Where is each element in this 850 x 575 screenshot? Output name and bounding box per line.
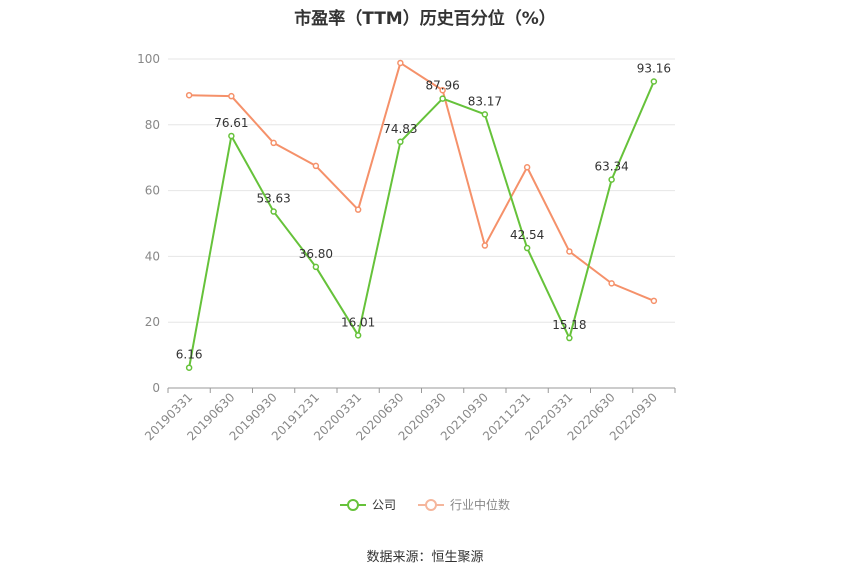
data-point-company xyxy=(523,244,531,252)
data-label: 42.54 xyxy=(510,228,544,242)
legend-swatch-company xyxy=(339,498,366,512)
legend-swatch-industry xyxy=(418,498,444,512)
data-label: 36.80 xyxy=(299,247,333,261)
data-label: 74.83 xyxy=(383,122,417,136)
y-tick-label: 20 xyxy=(145,315,160,329)
data-point-industry xyxy=(481,242,489,249)
data-point-company xyxy=(185,364,193,371)
data-label: 83.17 xyxy=(468,94,502,108)
data-point-company xyxy=(397,138,404,146)
data-point-industry xyxy=(312,162,320,170)
data-label: 15.18 xyxy=(552,318,586,332)
data-label: 6.16 xyxy=(176,348,203,362)
legend-item-industry[interactable]: 行业中位数 xyxy=(418,496,510,513)
data-point-industry xyxy=(270,139,277,147)
data-label: 53.63 xyxy=(256,192,290,206)
data-point-industry xyxy=(650,297,658,305)
data-point-industry xyxy=(397,59,404,67)
data-point-company xyxy=(481,111,489,118)
data-point-industry xyxy=(523,163,531,171)
series-line-industry xyxy=(189,61,655,302)
data-point-company xyxy=(270,208,277,215)
y-tick-label: 80 xyxy=(145,118,160,132)
data-point-company xyxy=(312,263,320,271)
data-point-company xyxy=(608,176,615,183)
data-point-company xyxy=(228,132,235,140)
y-tick-label: 100 xyxy=(137,52,160,66)
data-point-company xyxy=(439,95,446,102)
data-label: 87.96 xyxy=(425,79,459,93)
data-point-industry xyxy=(439,87,446,94)
chart-title: 市盈率（TTM）历史百分位（%） xyxy=(294,9,556,29)
legend-label-industry: 行业中位数 xyxy=(450,498,511,512)
y-tick-label: 40 xyxy=(145,249,160,263)
data-point-company xyxy=(566,334,573,342)
y-tick-label: 60 xyxy=(145,184,160,198)
series-line-company xyxy=(188,81,655,368)
data-point-company xyxy=(650,78,658,85)
data-point-industry xyxy=(566,248,573,255)
data-point-industry xyxy=(185,91,193,99)
legend: 公司 行业中位数 xyxy=(0,496,850,513)
legend-item-company[interactable]: 公司 xyxy=(339,496,396,513)
data-point-industry xyxy=(608,280,615,287)
data-label: 16.01 xyxy=(341,315,375,329)
y-tick-label: 0 xyxy=(152,381,160,395)
legend-label-company: 公司 xyxy=(371,498,396,512)
data-label: 63.34 xyxy=(594,160,628,174)
data-point-company xyxy=(354,332,362,339)
data-label: 76.61 xyxy=(214,116,248,130)
data-source: 数据来源：恒生聚源 xyxy=(366,550,484,565)
data-label: 93.16 xyxy=(637,62,671,76)
data-point-industry xyxy=(354,206,362,213)
data-point-industry xyxy=(228,92,235,100)
